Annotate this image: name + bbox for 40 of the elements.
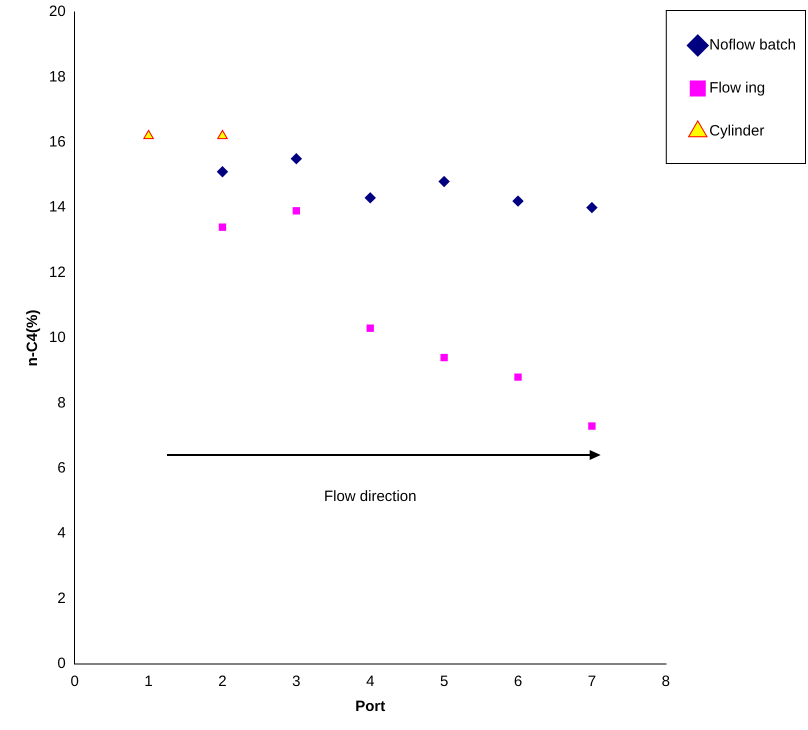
y-tick-label: 4 (57, 524, 66, 542)
point (143, 130, 154, 140)
point (438, 176, 450, 188)
y-tick-label: 2 (57, 590, 66, 607)
y-tick-label: 16 (48, 134, 66, 151)
point (512, 196, 524, 207)
y-tick-label: 20 (48, 3, 66, 20)
y-tick-label: 10 (48, 329, 66, 346)
point (292, 207, 300, 215)
y-axis-title: n-C4(%) (24, 310, 42, 366)
x-tick-label: 2 (218, 673, 227, 690)
point (218, 223, 226, 231)
point (586, 202, 598, 214)
x-tick-label: 3 (292, 673, 301, 690)
point (366, 324, 374, 332)
point (514, 373, 522, 381)
x-tick-label: 0 (70, 673, 79, 690)
point (216, 166, 228, 178)
x-tick-label: 7 (588, 673, 596, 690)
x-tick-label: 4 (366, 673, 374, 690)
legend-label: Flow ing (709, 80, 766, 97)
x-tick-label: 6 (514, 673, 522, 690)
legend-label: Cylinder (709, 122, 764, 140)
x-tick-label: 8 (662, 673, 670, 690)
point (440, 354, 448, 362)
x-tick-label: 5 (440, 673, 448, 690)
x-tick-label: 1 (144, 673, 153, 690)
y-tick-label: 8 (57, 394, 66, 412)
point (588, 422, 596, 430)
annotation: Flow direction (324, 488, 417, 505)
legend-label: Noflow batch (709, 36, 796, 54)
x-axis-title: Port (355, 698, 386, 716)
y-tick-label: 14 (48, 198, 66, 216)
y-tick-label: 6 (57, 460, 66, 477)
y-tick-label: 12 (48, 264, 66, 281)
point (290, 153, 302, 164)
point (217, 130, 228, 140)
point (364, 192, 376, 204)
y-tick-label: 18 (48, 68, 66, 86)
y-tick-label: 0 (57, 655, 66, 672)
